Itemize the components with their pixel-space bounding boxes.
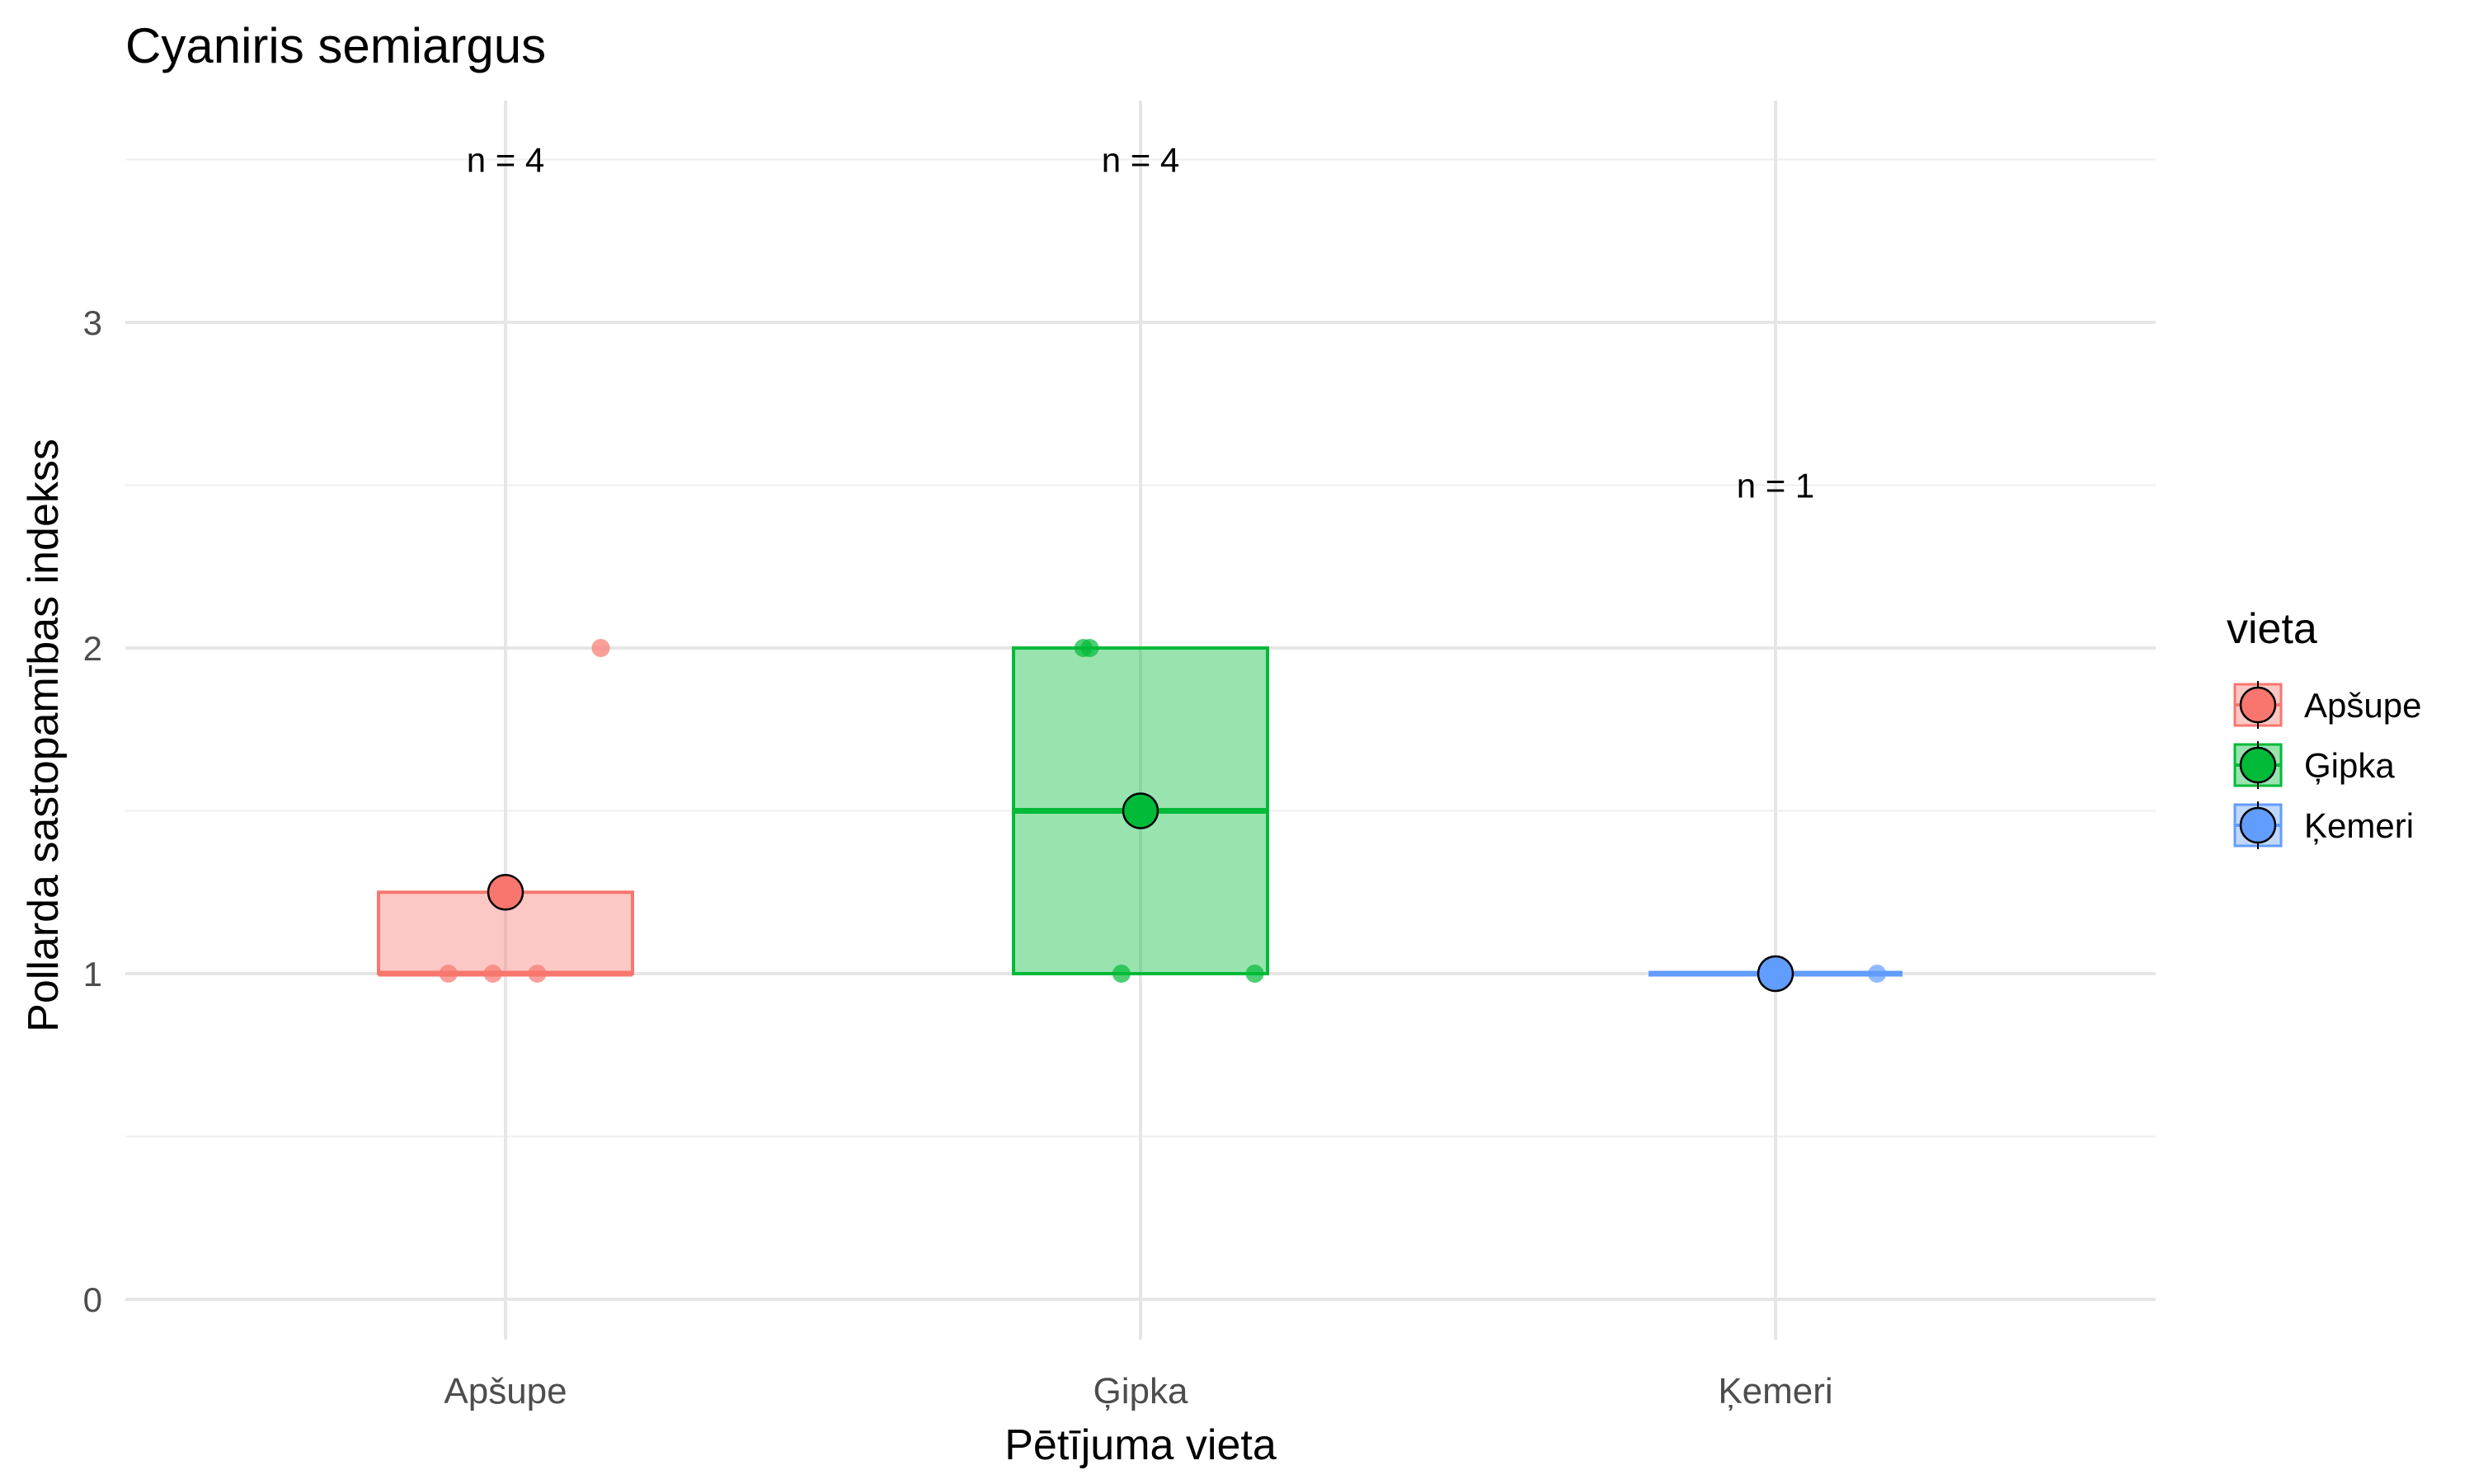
data-point [1245,965,1264,983]
mean-point [1757,955,1794,993]
data-point [1074,639,1093,657]
x-tick-label: Ķemeri [1718,1371,1832,1411]
legend-label: Ģipka [2304,746,2395,785]
legend-key-marker [2239,746,2277,784]
y-tick-label: 0 [83,1280,102,1319]
count-label: n = 4 [467,141,545,180]
y-tick-label: 2 [83,629,102,668]
mean-point [1122,792,1159,829]
boxes [377,639,1903,993]
y-axis-title: Pollarda sastopamības indekss [20,439,68,1032]
x-axis-ticks: Apšupe Ģipka Ķemeri [444,1371,1832,1411]
count-label: n = 1 [1737,467,1815,505]
data-point [591,639,610,657]
box-group-3 [1649,955,1903,993]
data-point [439,965,458,983]
legend-label: Apšupe [2304,686,2421,725]
legend-key-marker [2239,686,2277,724]
legend-key-marker [2239,806,2277,844]
legend: vieta Apšupe Ģipka Ķemeri [2227,605,2421,849]
legend-title: vieta [2227,605,2317,653]
box-group-1 [377,639,634,983]
data-point [1112,965,1131,983]
legend-item-2: Ģipka [2233,741,2395,789]
x-tick-label: Apšupe [444,1371,567,1411]
x-axis-title: Pētījuma vieta [1004,1421,1277,1469]
box-group-2 [1012,639,1269,983]
data-point [483,965,502,983]
x-tick-label: Ģipka [1094,1371,1188,1411]
mean-point [487,874,524,911]
data-point [528,965,547,983]
legend-item-1: Apšupe [2233,681,2421,729]
count-labels: n = 4 n = 4 n = 1 [467,141,1815,505]
y-tick-label: 1 [83,955,102,993]
legend-label: Ķemeri [2304,806,2414,845]
legend-item-3: Ķemeri [2233,801,2414,849]
chart-title: Cyaniris semiargus [125,18,546,73]
data-point [1868,965,1887,983]
grid-lines [125,101,2156,1340]
y-tick-label: 3 [83,303,102,342]
count-label: n = 4 [1102,141,1180,180]
y-axis-ticks: 0 1 2 3 [83,303,102,1319]
